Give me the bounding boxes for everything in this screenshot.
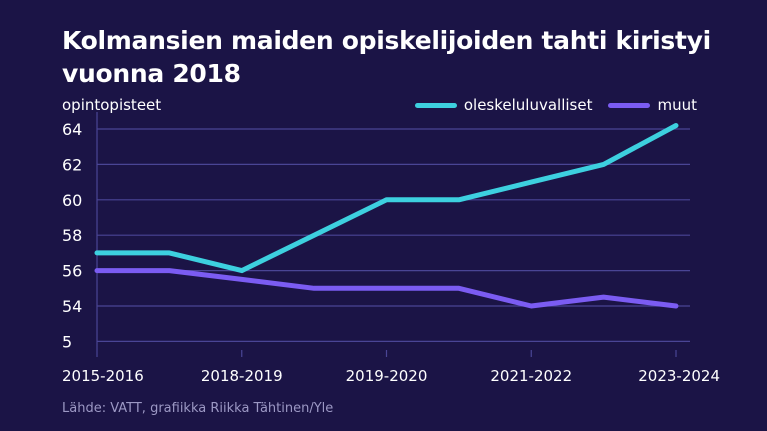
legend: oleskeluluvalliset muut <box>399 96 697 114</box>
y-tick-label: 60 <box>62 191 82 210</box>
series-line-2 <box>94 268 679 309</box>
legend-item-series-1: oleskeluluvalliset <box>414 96 593 114</box>
legend-swatch-series-2 <box>608 102 651 108</box>
x-tick-label: 2015-2016 <box>62 367 144 385</box>
legend-item-series-2: muut <box>608 96 697 114</box>
source-credit: Lähde: VATT, grafiikka Riikka Tähtinen/Y… <box>62 401 334 416</box>
x-tick-label: 2019-2020 <box>346 367 428 385</box>
legend-label-series-2: muut <box>657 96 697 114</box>
y-tick-label: 58 <box>62 226 82 245</box>
y-tick-label: 62 <box>62 155 82 174</box>
x-tick-label: 2018-2019 <box>201 367 283 385</box>
x-tick-label: 2021-2022 <box>490 367 572 385</box>
y-tick-label: 64 <box>62 120 82 139</box>
x-tick-label: 2023-2024 <box>638 367 720 385</box>
y-tick-label: 5 <box>62 332 72 351</box>
y-axis-label: opintopisteet <box>62 96 162 114</box>
series-line-1 <box>94 123 679 274</box>
legend-swatch-series-1 <box>414 102 457 108</box>
y-tick-label: 54 <box>62 297 82 316</box>
legend-label-series-1: oleskeluluvalliset <box>463 96 593 114</box>
chart-title: Kolmansien maiden opiskelijoiden tahti k… <box>62 26 711 88</box>
y-tick-label: 56 <box>62 262 82 281</box>
